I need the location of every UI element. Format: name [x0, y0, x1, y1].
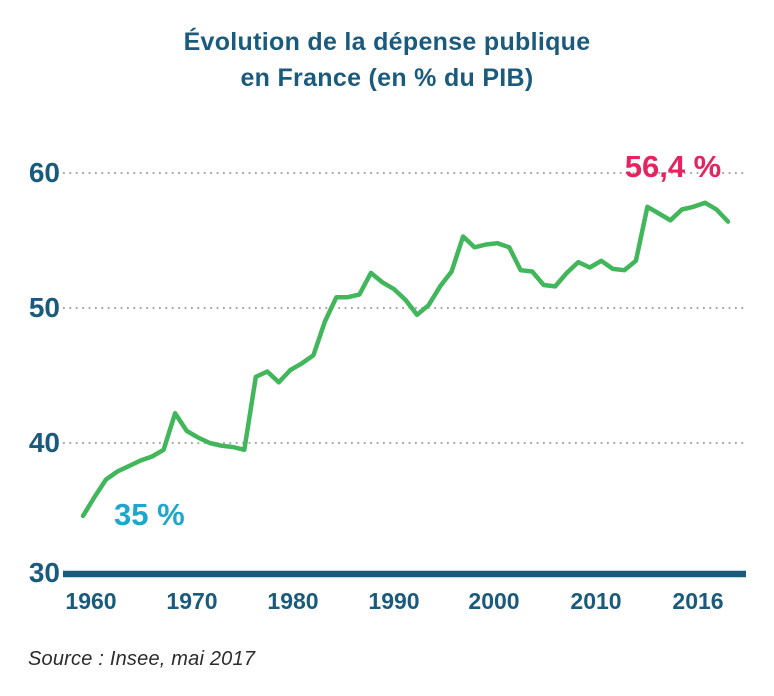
y-axis-tick-60: 60: [28, 157, 60, 188]
chart-title-line1: Évolution de la dépense publique: [183, 28, 591, 56]
data-line-depense-publique: [80, 200, 731, 519]
x-axis-tick-2010: 2010: [570, 588, 622, 614]
source-caption: Source : Insee, mai 2017: [28, 648, 256, 670]
annotation-end-value: 56,4 %: [624, 149, 722, 184]
y-axis-tick-40: 40: [28, 427, 60, 458]
chart-title: Évolution de la dépense publique en Fran…: [0, 24, 774, 96]
x-axis-tick-1960: 1960: [65, 588, 117, 614]
x-axis-tick-1980: 1980: [267, 588, 319, 614]
chart-title-line2: en France (en % du PIB): [240, 64, 534, 92]
x-axis-tick-2000: 2000: [468, 588, 520, 614]
y-axis-tick-50: 50: [28, 292, 60, 323]
x-axis-tick-1970: 1970: [166, 588, 218, 614]
x-axis-tick-1990: 1990: [368, 588, 420, 614]
y-axis-tick-30: 30: [28, 557, 60, 588]
annotation-start-value: 35 %: [114, 497, 185, 532]
x-axis-tick-2016: 2016: [672, 588, 724, 614]
